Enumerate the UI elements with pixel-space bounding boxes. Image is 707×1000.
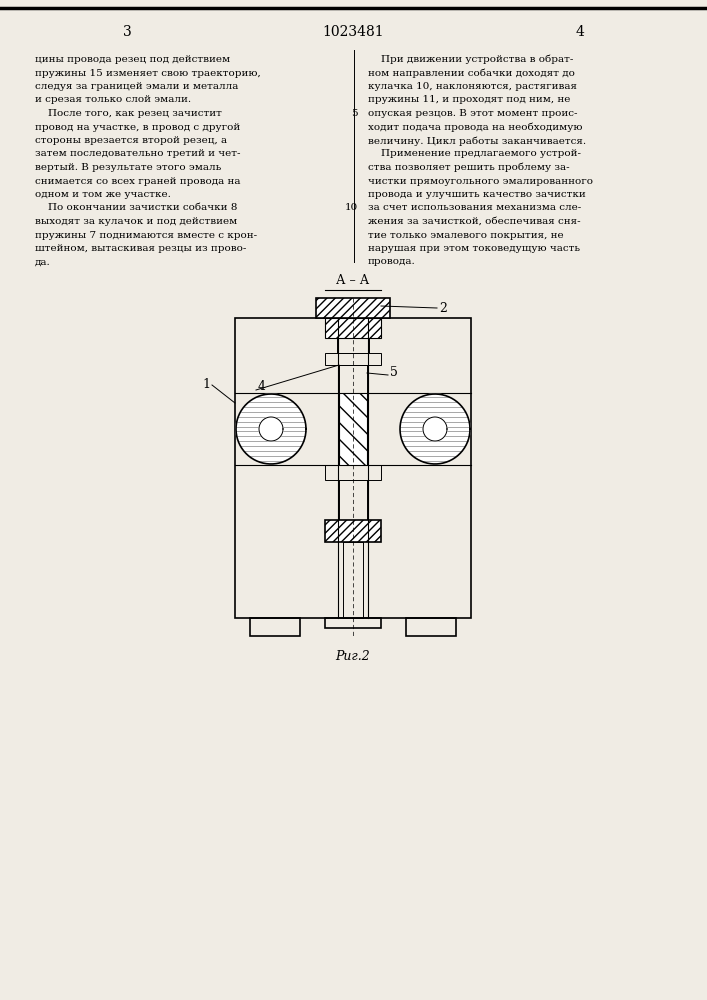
Text: провода.: провода. xyxy=(368,257,416,266)
Text: кулачка 10, наклоняются, растягивая: кулачка 10, наклоняются, растягивая xyxy=(368,82,577,91)
Text: ном направлении собачки доходят до: ном направлении собачки доходят до xyxy=(368,68,575,78)
Text: пружины 11, и проходят под ним, не: пружины 11, и проходят под ним, не xyxy=(368,96,571,104)
Text: 1: 1 xyxy=(202,378,210,391)
Text: жения за зачисткой, обеспечивая сня-: жения за зачисткой, обеспечивая сня- xyxy=(368,217,580,226)
Polygon shape xyxy=(259,417,283,441)
Text: следуя за границей эмали и металла: следуя за границей эмали и металла xyxy=(35,82,238,91)
Text: и срезая только слой эмали.: и срезая только слой эмали. xyxy=(35,96,191,104)
Bar xyxy=(339,365,367,393)
Text: 4: 4 xyxy=(258,380,266,393)
Text: цины провода резец под действием: цины провода резец под действием xyxy=(35,55,230,64)
Bar xyxy=(235,318,471,618)
Text: 5: 5 xyxy=(390,365,398,378)
Text: Применение предлагаемого устрой-: Применение предлагаемого устрой- xyxy=(368,149,581,158)
Text: стороны врезается второй резец, а: стороны врезается второй резец, а xyxy=(35,136,227,145)
Text: ства позволяет решить проблему за-: ства позволяет решить проблему за- xyxy=(368,163,570,172)
Polygon shape xyxy=(423,417,447,441)
Text: одном и том же участке.: одном и том же участке. xyxy=(35,190,171,199)
Text: затем последовательно третий и чет-: затем последовательно третий и чет- xyxy=(35,149,240,158)
Text: провода и улучшить качество зачистки: провода и улучшить качество зачистки xyxy=(368,190,586,199)
Text: снимается со всех граней провода на: снимается со всех граней провода на xyxy=(35,176,240,186)
Text: Рuг.2: Рuг.2 xyxy=(336,650,370,663)
Text: нарушая при этом токоведущую часть: нарушая при этом токоведущую часть xyxy=(368,244,580,253)
Text: чистки прямоугольного эмалированного: чистки прямоугольного эмалированного xyxy=(368,176,593,186)
Bar xyxy=(316,298,390,318)
Bar xyxy=(325,318,381,338)
Text: величину. Цикл работы заканчивается.: величину. Цикл работы заканчивается. xyxy=(368,136,586,145)
Bar xyxy=(337,338,369,353)
Text: По окончании зачистки собачки 8: По окончании зачистки собачки 8 xyxy=(35,204,238,213)
Text: А – А: А – А xyxy=(337,274,370,287)
Text: 1023481: 1023481 xyxy=(322,25,385,39)
Text: 3: 3 xyxy=(123,25,132,39)
Text: провод на участке, в провод с другой: провод на участке, в провод с другой xyxy=(35,122,240,131)
Text: ходит подача провода на необходимую: ходит подача провода на необходимую xyxy=(368,122,583,132)
Bar xyxy=(339,480,367,520)
Bar xyxy=(325,520,381,542)
Text: вертый. В результате этого эмаль: вертый. В результате этого эмаль xyxy=(35,163,221,172)
Bar xyxy=(250,618,300,636)
Text: пружины 7 поднимаются вместе с крон-: пружины 7 поднимаются вместе с крон- xyxy=(35,231,257,239)
Text: 5: 5 xyxy=(351,109,358,118)
Text: за счет использования механизма сле-: за счет использования механизма сле- xyxy=(368,204,581,213)
Text: После того, как резец зачистит: После того, как резец зачистит xyxy=(35,109,222,118)
Polygon shape xyxy=(236,394,306,464)
Bar xyxy=(343,542,363,618)
Text: При движении устройства в обрат-: При движении устройства в обрат- xyxy=(368,55,573,64)
Polygon shape xyxy=(400,394,470,464)
Text: да.: да. xyxy=(35,257,51,266)
Bar xyxy=(325,465,381,480)
Text: 4: 4 xyxy=(575,25,584,39)
Bar xyxy=(339,393,367,465)
Bar xyxy=(325,618,381,628)
Text: выходят за кулачок и под действием: выходят за кулачок и под действием xyxy=(35,217,238,226)
Text: штейном, вытаскивая резцы из прово-: штейном, вытаскивая резцы из прово- xyxy=(35,244,246,253)
Text: пружины 15 изменяет свою траекторию,: пружины 15 изменяет свою траекторию, xyxy=(35,68,261,78)
Bar xyxy=(406,618,456,636)
Text: 2: 2 xyxy=(439,302,447,314)
Text: опуская резцов. В этот момент проис-: опуская резцов. В этот момент проис- xyxy=(368,109,578,118)
Text: тие только эмалевого покрытия, не: тие только эмалевого покрытия, не xyxy=(368,231,563,239)
Bar xyxy=(325,353,381,365)
Text: 10: 10 xyxy=(345,204,358,213)
